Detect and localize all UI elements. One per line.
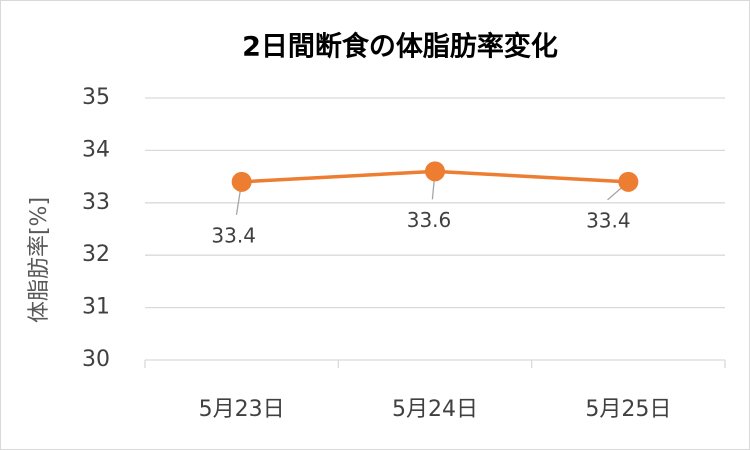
y-tick-label: 34 <box>82 137 110 162</box>
y-tick-label: 32 <box>82 242 110 267</box>
data-label: 33.6 <box>407 208 452 232</box>
y-tick-label: 35 <box>82 85 110 110</box>
y-tick-label: 33 <box>82 190 110 215</box>
data-label: 33.4 <box>586 208 631 232</box>
marker <box>618 171 639 192</box>
x-tick-label: 5月25日 <box>585 397 671 422</box>
y-tick-label: 31 <box>82 295 110 320</box>
y-axis-label: 体脂肪率[%] <box>27 197 52 323</box>
data-label: 33.4 <box>211 223 256 247</box>
marker <box>231 171 252 192</box>
chart-title: 2日間断食の体脂肪率変化 <box>242 31 558 63</box>
y-tick-label: 30 <box>82 347 110 372</box>
x-tick-label: 5月24日 <box>392 397 478 422</box>
marker <box>425 161 445 182</box>
x-tick-label: 5月23日 <box>199 397 285 422</box>
